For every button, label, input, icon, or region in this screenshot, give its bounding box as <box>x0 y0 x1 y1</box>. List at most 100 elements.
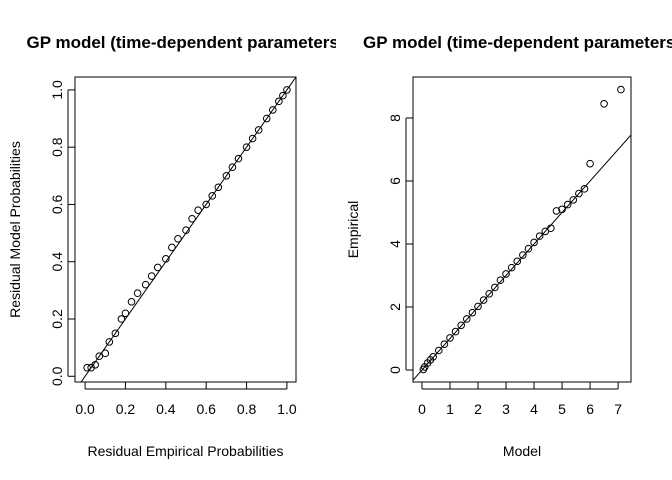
x-tick-label: 0.8 <box>237 401 257 417</box>
point <box>188 214 196 223</box>
point <box>479 296 488 304</box>
y-tick-label: 0.6 <box>49 194 65 214</box>
point <box>491 283 499 292</box>
y-tick-label: 0.4 <box>49 252 65 272</box>
y-tick-label: 2 <box>387 303 403 311</box>
point <box>208 192 217 200</box>
point <box>429 352 437 361</box>
point <box>147 272 156 280</box>
x-tick-label: 4 <box>530 401 538 417</box>
y-tick-label: 8 <box>387 114 403 122</box>
point <box>524 244 533 253</box>
point <box>248 134 257 143</box>
y-tick-label: 0.2 <box>49 309 65 329</box>
point <box>519 251 527 259</box>
y-tick-label: 4 <box>387 240 403 248</box>
point <box>279 91 287 100</box>
point <box>117 315 126 323</box>
x-tick-label: 7 <box>614 401 622 417</box>
point <box>162 255 170 263</box>
point <box>121 309 130 318</box>
point <box>547 224 555 233</box>
point <box>262 114 271 123</box>
chart-title: GP model (time-dependent parameters) <box>26 33 344 52</box>
point <box>485 289 494 298</box>
x-tick-label: 2 <box>474 401 482 417</box>
point <box>133 289 142 298</box>
point <box>111 329 120 338</box>
point <box>141 280 150 289</box>
point <box>513 257 522 266</box>
x-tick-label: 0.6 <box>196 401 216 417</box>
y-tick-label: 6 <box>387 177 403 185</box>
point <box>101 349 110 358</box>
point <box>474 302 482 311</box>
point <box>600 99 608 108</box>
point <box>451 327 460 336</box>
point <box>586 159 594 168</box>
x-axis-label: Model <box>503 443 541 459</box>
point <box>105 338 114 346</box>
point <box>563 200 572 209</box>
point <box>127 298 136 306</box>
point <box>569 196 578 204</box>
y-tick-label: 0.8 <box>49 137 65 157</box>
point <box>214 183 223 192</box>
point <box>202 200 210 209</box>
point <box>552 207 561 215</box>
point <box>580 185 589 193</box>
point <box>91 361 99 369</box>
plot-box <box>74 76 297 383</box>
point <box>283 86 291 94</box>
point <box>168 243 176 252</box>
plot-box <box>412 76 632 383</box>
point <box>275 97 283 106</box>
point <box>174 235 182 243</box>
x-tick-label: 1 <box>446 401 454 417</box>
y-tick-label: 0.0 <box>49 366 65 386</box>
x-tick-label: 0.4 <box>156 401 176 417</box>
point <box>507 263 516 272</box>
x-tick-label: 3 <box>502 401 510 417</box>
point <box>457 321 465 330</box>
x-tick-label: 0 <box>418 401 426 417</box>
chart-title: GP model (time-dependent parameters) <box>363 33 672 52</box>
point <box>228 163 237 172</box>
x-tick-label: 5 <box>558 401 566 417</box>
y-axis-label: Residual Model Probabilities <box>7 141 23 318</box>
point <box>446 334 454 342</box>
point <box>182 226 190 235</box>
x-axis-label: Residual Empirical Probabilities <box>87 443 283 459</box>
point <box>434 346 443 355</box>
point <box>234 154 243 163</box>
point <box>558 205 566 214</box>
panel: GP model (time-dependent parameters) 0.0 0… <box>7 33 344 459</box>
point <box>541 227 550 236</box>
point <box>496 276 505 285</box>
point <box>194 206 202 214</box>
reference-line <box>413 134 631 381</box>
point <box>530 238 538 247</box>
point <box>222 172 231 180</box>
point <box>83 363 91 372</box>
x-tick-label: 6 <box>586 401 594 417</box>
point <box>440 340 449 348</box>
point <box>254 126 263 134</box>
x-tick-label: 0.0 <box>75 401 95 417</box>
point <box>242 143 251 151</box>
point <box>462 315 471 323</box>
x-tick-label: 0.2 <box>116 401 136 417</box>
point <box>535 232 544 240</box>
point <box>268 106 277 114</box>
panel: GP model (time-dependent parameters) 0 1 2 3… <box>345 33 672 459</box>
point <box>95 352 104 361</box>
points <box>413 85 631 381</box>
point <box>617 85 625 94</box>
y-tick-label: 0 <box>387 366 403 374</box>
point <box>153 263 162 272</box>
point <box>502 270 510 278</box>
points <box>80 77 296 382</box>
point <box>575 189 583 198</box>
y-tick-label: 1.0 <box>49 80 65 100</box>
